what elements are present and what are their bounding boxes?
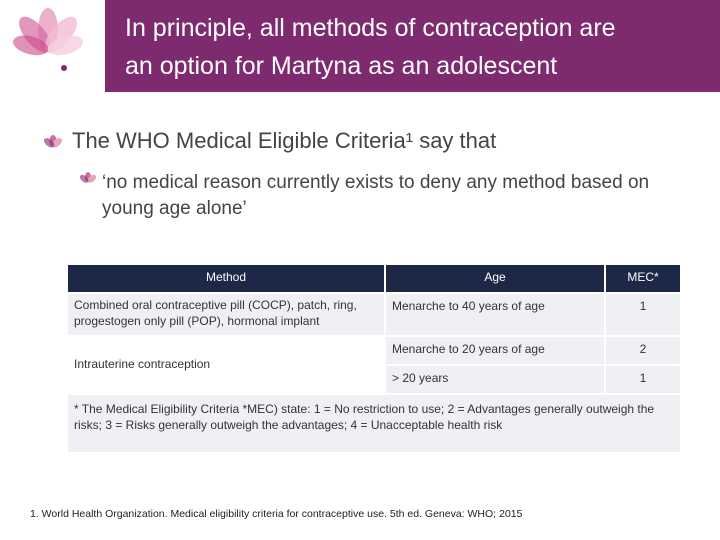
- bullet-text: The WHO Medical Eligible Criteria¹ say t…: [72, 128, 497, 153]
- method-cell: Intrauterine contraception: [68, 337, 384, 393]
- method-cell: Combined oral contraceptive pill (COCP),…: [68, 294, 384, 335]
- age-cell: > 20 years: [386, 366, 604, 393]
- age-cell: Menarche to 40 years of age: [386, 294, 604, 335]
- mec-cell: 1: [606, 366, 680, 393]
- reference: 1. World Health Organization. Medical el…: [30, 508, 523, 520]
- bullet-icon: [80, 172, 96, 183]
- bullet-icon: [44, 135, 62, 148]
- logo: [13, 8, 83, 71]
- table-footnote: * The Medical Eligibility Criteria *MEC)…: [68, 395, 680, 452]
- table-header: Method: [68, 265, 384, 292]
- age-cell: Menarche to 20 years of age: [386, 337, 604, 364]
- mec-cell: 2: [606, 337, 680, 364]
- table-header: Age: [386, 265, 604, 292]
- mec-cell: 1: [606, 294, 680, 335]
- title-band: [105, 0, 720, 92]
- slide-title: In principle, all methods of contracepti…: [125, 14, 616, 42]
- slide-title: an option for Martyna as an adolescent: [125, 52, 558, 80]
- bullet-text: ‘no medical reason currently exists to d…: [102, 172, 650, 219]
- table-header: MEC*: [606, 265, 680, 292]
